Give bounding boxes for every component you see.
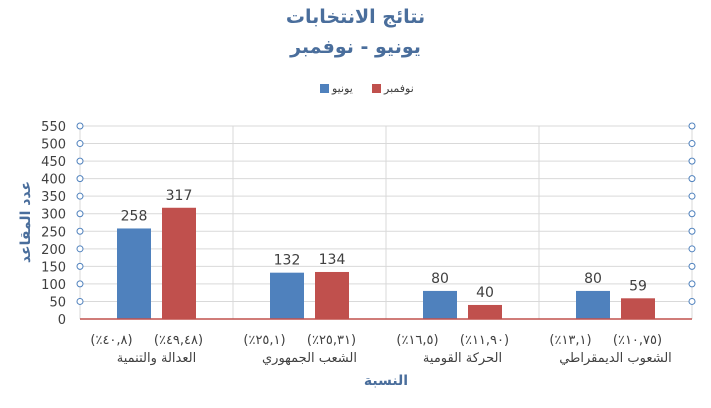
y-tick-label: 200 bbox=[41, 243, 66, 258]
data-label: 80 bbox=[431, 271, 449, 287]
data-label: 134 bbox=[319, 252, 346, 268]
category-label: العدالة والتنمية bbox=[117, 351, 196, 366]
percent-label: (٪١٣,١) bbox=[549, 333, 591, 348]
edge-marker bbox=[688, 122, 696, 130]
y-tick-label: 550 bbox=[41, 120, 66, 135]
edge-marker bbox=[76, 122, 84, 130]
x-axis-title: النسبة bbox=[364, 373, 408, 389]
legend-swatch bbox=[320, 84, 329, 93]
edge-marker bbox=[688, 175, 696, 183]
percent-label: (٪٢٥,١) bbox=[243, 333, 285, 348]
y-tick-label: 300 bbox=[41, 208, 66, 223]
legend-swatch bbox=[372, 84, 381, 93]
percent-label: (٪١١,٩٠) bbox=[460, 333, 509, 348]
edge-marker bbox=[76, 140, 84, 148]
y-tick-label: 0 bbox=[58, 313, 66, 328]
legend-label: نوفمبر bbox=[383, 82, 414, 95]
y-axis-title: عدد المقاعد bbox=[18, 181, 34, 263]
bar bbox=[423, 290, 457, 319]
edge-marker bbox=[76, 245, 84, 253]
percent-label: (٪٤٠,٨) bbox=[90, 333, 132, 348]
percent-label: (٪٤٩,٤٨) bbox=[154, 333, 203, 348]
edge-marker bbox=[688, 227, 696, 235]
category-label: الشعب الجمهوري bbox=[262, 351, 357, 366]
percent-label: (٪٢٥,٣١) bbox=[307, 333, 356, 348]
y-tick-label: 250 bbox=[41, 225, 66, 240]
edge-marker bbox=[688, 140, 696, 148]
y-tick-label: 500 bbox=[41, 138, 66, 153]
edge-marker bbox=[688, 262, 696, 270]
edge-marker bbox=[688, 210, 696, 218]
bar bbox=[576, 290, 610, 319]
edge-marker bbox=[76, 227, 84, 235]
data-label: 59 bbox=[629, 278, 647, 294]
y-tick-label: 450 bbox=[41, 155, 66, 170]
bar bbox=[315, 271, 349, 319]
y-tick-label: 100 bbox=[41, 278, 66, 293]
chart-title: نتائج الانتخابات bbox=[285, 6, 426, 28]
edge-marker bbox=[76, 280, 84, 288]
data-label: 132 bbox=[274, 253, 301, 269]
bar bbox=[621, 298, 655, 319]
legend-label: يونيو bbox=[331, 82, 353, 95]
edge-marker bbox=[76, 297, 84, 305]
edge-marker bbox=[688, 245, 696, 253]
y-tick-label: 350 bbox=[41, 190, 66, 205]
bar bbox=[468, 304, 502, 319]
edge-marker bbox=[76, 210, 84, 218]
data-label: 40 bbox=[476, 285, 494, 301]
bar bbox=[162, 207, 196, 319]
edge-marker bbox=[76, 192, 84, 200]
data-label: 80 bbox=[584, 271, 602, 287]
bar bbox=[270, 272, 304, 319]
y-tick-label: 50 bbox=[49, 295, 66, 310]
edge-marker bbox=[688, 297, 696, 305]
edge-marker bbox=[688, 280, 696, 288]
edge-marker bbox=[76, 262, 84, 270]
data-label: 258 bbox=[121, 208, 148, 224]
data-label: 317 bbox=[166, 188, 193, 204]
edge-marker bbox=[76, 175, 84, 183]
y-tick-label: 400 bbox=[41, 173, 66, 188]
edge-marker bbox=[76, 157, 84, 165]
chart-subtitle: يونيو - نوفمبر bbox=[290, 36, 421, 58]
y-tick-label: 150 bbox=[41, 260, 66, 275]
category-label: الشعوب الديمقراطي bbox=[559, 351, 672, 366]
edge-marker bbox=[688, 192, 696, 200]
percent-label: (٪١٠,٧٥) bbox=[613, 333, 662, 348]
edge-marker bbox=[688, 157, 696, 165]
category-label: الحركة القومية bbox=[423, 351, 502, 366]
percent-label: (٪١٦,٥) bbox=[396, 333, 438, 348]
bar bbox=[117, 228, 151, 319]
